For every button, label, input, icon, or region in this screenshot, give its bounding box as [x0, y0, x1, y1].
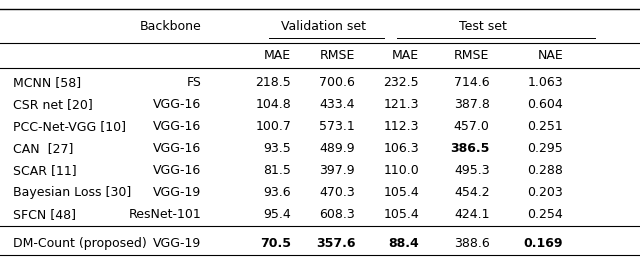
Text: 386.5: 386.5 [450, 142, 490, 155]
Text: Bayesian Loss [30]: Bayesian Loss [30] [13, 186, 131, 199]
Text: FS: FS [187, 76, 202, 89]
Text: 121.3: 121.3 [384, 98, 419, 111]
Text: 0.169: 0.169 [524, 237, 563, 250]
Text: CSR net [20]: CSR net [20] [13, 98, 93, 111]
Text: 0.295: 0.295 [527, 142, 563, 155]
Text: 70.5: 70.5 [260, 237, 291, 250]
Text: 388.6: 388.6 [454, 237, 490, 250]
Text: 104.8: 104.8 [255, 98, 291, 111]
Text: 0.288: 0.288 [527, 164, 563, 177]
Text: 573.1: 573.1 [319, 120, 355, 133]
Text: CAN  [27]: CAN [27] [13, 142, 73, 155]
Text: 0.203: 0.203 [527, 186, 563, 199]
Text: 93.6: 93.6 [264, 186, 291, 199]
Text: Backbone: Backbone [140, 20, 202, 33]
Text: 387.8: 387.8 [454, 98, 490, 111]
Text: 357.6: 357.6 [316, 237, 355, 250]
Text: VGG-16: VGG-16 [154, 120, 202, 133]
Text: Validation set: Validation set [281, 20, 365, 33]
Text: 489.9: 489.9 [319, 142, 355, 155]
Text: 714.6: 714.6 [454, 76, 490, 89]
Text: 95.4: 95.4 [264, 209, 291, 221]
Text: VGG-16: VGG-16 [154, 164, 202, 177]
Text: ResNet-101: ResNet-101 [129, 209, 202, 221]
Text: 112.3: 112.3 [384, 120, 419, 133]
Text: 1.063: 1.063 [527, 76, 563, 89]
Text: PCC-Net-VGG [10]: PCC-Net-VGG [10] [13, 120, 126, 133]
Text: SFCN [48]: SFCN [48] [13, 209, 76, 221]
Text: 608.3: 608.3 [319, 209, 355, 221]
Text: 0.251: 0.251 [527, 120, 563, 133]
Text: MCNN [58]: MCNN [58] [13, 76, 81, 89]
Text: 0.254: 0.254 [527, 209, 563, 221]
Text: 397.9: 397.9 [319, 164, 355, 177]
Text: 700.6: 700.6 [319, 76, 355, 89]
Text: 110.0: 110.0 [383, 164, 419, 177]
Text: SCAR [11]: SCAR [11] [13, 164, 76, 177]
Text: Test set: Test set [460, 20, 507, 33]
Text: NAE: NAE [538, 49, 563, 62]
Text: 218.5: 218.5 [255, 76, 291, 89]
Text: MAE: MAE [392, 49, 419, 62]
Text: VGG-19: VGG-19 [154, 237, 202, 250]
Text: 0.604: 0.604 [527, 98, 563, 111]
Text: 470.3: 470.3 [319, 186, 355, 199]
Text: 495.3: 495.3 [454, 164, 490, 177]
Text: 424.1: 424.1 [454, 209, 490, 221]
Text: 433.4: 433.4 [320, 98, 355, 111]
Text: 93.5: 93.5 [264, 142, 291, 155]
Text: 457.0: 457.0 [454, 120, 490, 133]
Text: RMSE: RMSE [320, 49, 355, 62]
Text: DM-Count (proposed): DM-Count (proposed) [13, 237, 147, 250]
Text: VGG-16: VGG-16 [154, 142, 202, 155]
Text: 105.4: 105.4 [383, 209, 419, 221]
Text: RMSE: RMSE [454, 49, 490, 62]
Text: MAE: MAE [264, 49, 291, 62]
Text: 106.3: 106.3 [383, 142, 419, 155]
Text: VGG-19: VGG-19 [154, 186, 202, 199]
Text: 100.7: 100.7 [255, 120, 291, 133]
Text: 232.5: 232.5 [383, 76, 419, 89]
Text: 81.5: 81.5 [263, 164, 291, 177]
Text: 454.2: 454.2 [454, 186, 490, 199]
Text: VGG-16: VGG-16 [154, 98, 202, 111]
Text: 88.4: 88.4 [388, 237, 419, 250]
Text: 105.4: 105.4 [383, 186, 419, 199]
